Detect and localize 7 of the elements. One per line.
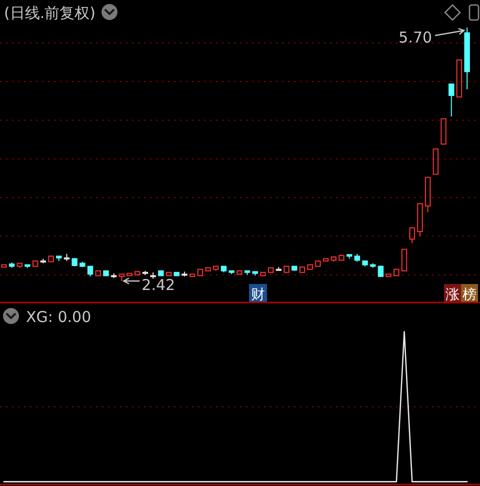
text: 榜: [462, 287, 476, 303]
text: 涨: [446, 287, 460, 303]
annotation: 5.70: [398, 28, 432, 46]
text: 财: [251, 287, 265, 303]
annotation: 2.42: [142, 276, 176, 294]
chart-title: (日线.前复权): [4, 4, 96, 22]
chart-title: XG: 0.00: [26, 308, 92, 326]
